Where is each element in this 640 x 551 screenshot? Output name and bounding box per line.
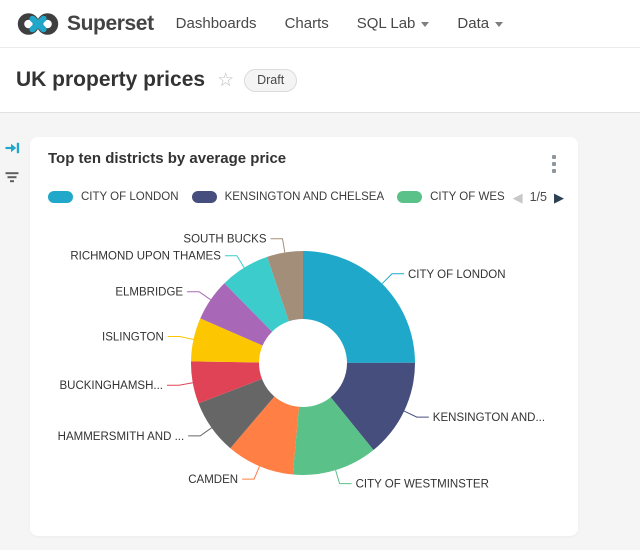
donut-slice[interactable] — [303, 251, 415, 363]
page-title: UK property prices — [16, 68, 206, 91]
nav-item-label: Charts — [284, 15, 329, 32]
expand-filter-bar-icon[interactable] — [4, 140, 20, 161]
donut-slice[interactable] — [292, 397, 374, 475]
filter-icon[interactable] — [4, 169, 20, 190]
slice-label: KENSINGTON AND... — [433, 412, 545, 424]
slice-label-line — [403, 410, 429, 418]
slice-label-line — [242, 466, 260, 480]
legend-swatch — [397, 191, 423, 203]
top-navbar: Superset Dashboards Charts SQL Lab Data — [0, 0, 640, 48]
nav-item-label: SQL Lab — [356, 15, 416, 32]
status-badge: Draft — [244, 68, 298, 92]
slice-label: ELMBRIDGE — [115, 287, 183, 299]
donut-slice[interactable] — [200, 283, 273, 346]
legend-item[interactable]: CITY OF LONDON — [48, 191, 179, 203]
nav-item-charts[interactable]: Charts — [271, 0, 343, 48]
slice-label: CITY OF LONDON — [408, 269, 506, 281]
slice-label: CITY OF WESTMINSTER — [356, 479, 489, 491]
nav-item-data[interactable]: Data — [443, 0, 517, 48]
superset-infinity-icon — [17, 12, 59, 35]
donut-chart: CITY OF LONDON KENSINGTON AND... CITY OF W… — [58, 234, 545, 491]
chart-title: Top ten districts by average price — [48, 150, 287, 167]
donut-slice[interactable] — [330, 362, 416, 450]
nav-item-label: Data — [457, 15, 490, 32]
superset-logo[interactable]: Superset — [16, 11, 154, 37]
donut-slice[interactable] — [267, 251, 303, 322]
brand-text: Superset — [67, 11, 154, 35]
legend-swatch — [48, 191, 73, 203]
donut-slice[interactable] — [224, 256, 289, 332]
slice-label: ISLINGTON — [102, 332, 164, 344]
chart-card: Top ten districts by average price CITY … — [30, 137, 578, 536]
nav-item-label: Dashboards — [175, 15, 257, 32]
legend-page-indicator: 1/5 — [529, 190, 547, 204]
slice-label: RICHMOND UPON THAMES — [70, 251, 221, 263]
slice-label-line — [381, 273, 404, 285]
slice-label: CAMDEN — [188, 474, 238, 486]
legend-item[interactable]: CITY OF WES — [397, 191, 505, 203]
donut-slice[interactable] — [198, 378, 275, 449]
kebab-menu-icon[interactable] — [546, 153, 562, 175]
donut-slice[interactable] — [190, 361, 262, 404]
slice-label-line — [188, 427, 212, 437]
legend-next-icon[interactable]: ▶ — [554, 189, 564, 205]
favorite-star-icon[interactable]: ☆ — [217, 69, 235, 91]
chart-legend: CITY OF LONDON KENSINGTON AND CHELSEA CITY… — [30, 190, 578, 204]
caret-down-icon — [421, 22, 430, 27]
nav-item-sql-lab[interactable]: SQL Lab — [343, 0, 444, 48]
slice-label-line — [224, 255, 245, 268]
legend-label: CITY OF LONDON — [81, 191, 179, 203]
slice-label-line — [335, 470, 352, 485]
nav-item-dashboards[interactable]: Dashboards — [162, 0, 271, 48]
legend-items: CITY OF LONDON KENSINGTON AND CHELSEA CITY… — [48, 191, 513, 203]
legend-label: KENSINGTON AND CHELSEA — [224, 191, 385, 203]
slice-label-line — [167, 382, 193, 386]
legend-label: CITY OF WES — [430, 191, 505, 203]
legend-item[interactable]: KENSINGTON AND CHELSEA — [191, 191, 385, 203]
nav-menu: Dashboards Charts SQL Lab Data — [162, 0, 517, 48]
caret-down-icon — [495, 22, 504, 27]
slice-label-line — [270, 238, 286, 253]
slice-label-line — [187, 291, 211, 301]
dashboard-header: UK property prices ☆ Draft — [0, 48, 640, 113]
legend-swatch — [191, 191, 217, 203]
chart-card-header: Top ten districts by average price — [30, 137, 578, 175]
slice-label: HAMMERSMITH AND ... — [58, 431, 185, 443]
donut-slice[interactable] — [230, 396, 299, 475]
slice-label: BUCKINGHAMSH... — [59, 380, 163, 392]
dashboard-canvas: Top ten districts by average price CITY … — [0, 113, 640, 550]
legend-prev-icon[interactable]: ◀ — [512, 189, 523, 205]
legend-pager: ◀ 1/5 ▶ — [513, 190, 564, 204]
donut-slice[interactable] — [191, 318, 263, 363]
slice-label: SOUTH BUCKS — [183, 234, 266, 246]
slice-label-line — [167, 336, 194, 340]
